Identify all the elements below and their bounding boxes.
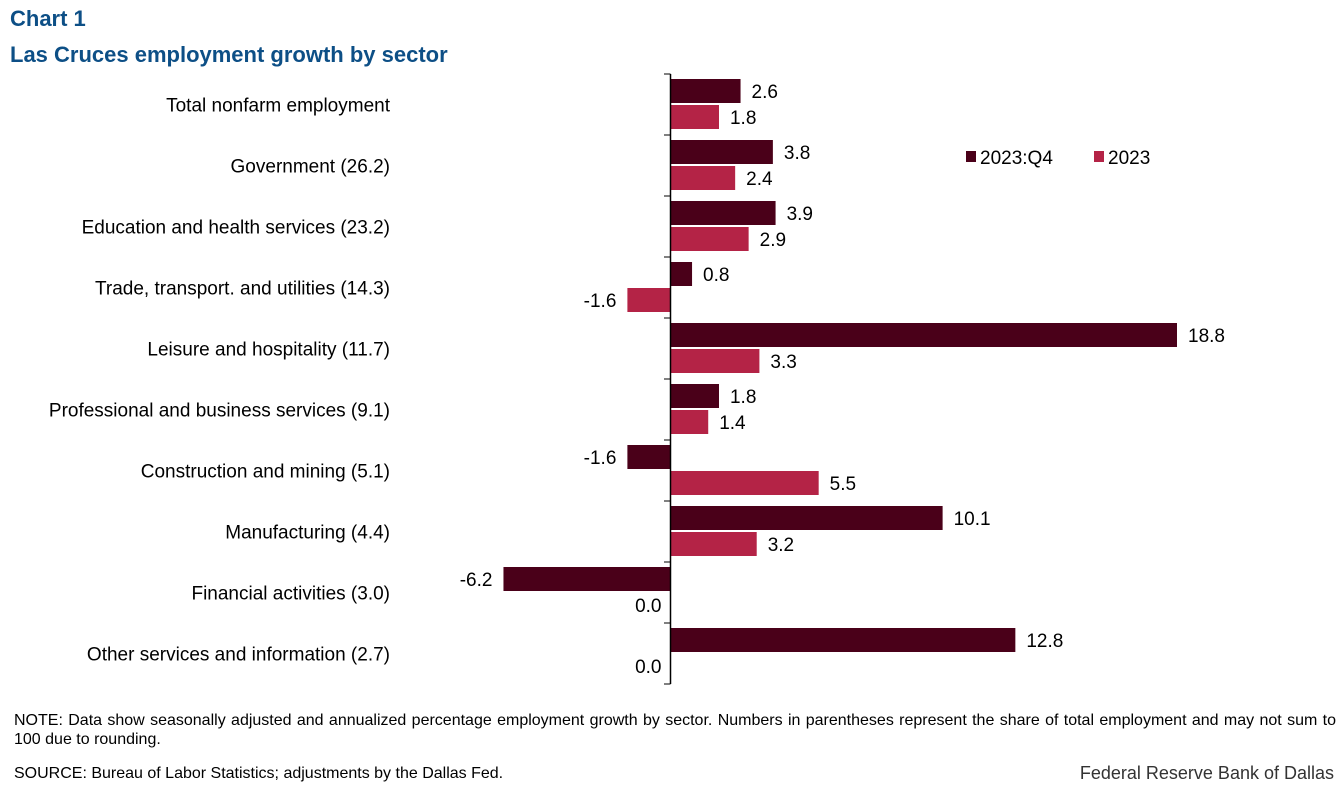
category-label: Other services and information (2.7) (87, 645, 390, 666)
category-label: Financial activities (3.0) (191, 584, 390, 605)
data-label: -6.2 (460, 570, 493, 591)
data-label: 18.8 (1188, 326, 1225, 347)
bar-q4 (670, 140, 773, 164)
data-label: 3.9 (787, 204, 813, 225)
legend-swatch (1094, 151, 1104, 162)
bar-annual (670, 410, 709, 434)
category-label: Trade, transport. and utilities (14.3) (95, 279, 390, 300)
bar-q4 (670, 628, 1016, 652)
bar-q4 (670, 262, 693, 286)
category-label: Manufacturing (4.4) (225, 523, 390, 544)
category-label: Total nonfarm employment (166, 96, 391, 117)
data-label: 0.0 (635, 596, 661, 617)
bar-annual (670, 166, 736, 190)
bar-q4 (670, 79, 741, 103)
publisher-credit: Federal Reserve Bank of Dallas (1079, 763, 1334, 783)
data-label: -1.6 (584, 448, 617, 469)
data-label: -1.6 (584, 291, 617, 312)
data-label: 3.3 (770, 352, 796, 373)
bar-annual (670, 349, 760, 373)
data-label: 0.0 (635, 657, 661, 678)
category-label: Leisure and hospitality (11.7) (147, 340, 390, 361)
data-label: 12.8 (1026, 631, 1063, 652)
data-label: 2.4 (746, 169, 773, 190)
data-label: 5.5 (830, 474, 856, 495)
chart-title: Las Cruces employment growth by sector (10, 42, 448, 67)
bar-q4 (670, 506, 943, 530)
bar-q4 (670, 323, 1177, 347)
bar-chart: Total nonfarm employment 2.6 1.8 Government… (49, 73, 1225, 685)
legend-swatch (966, 151, 976, 162)
chart-note: NOTE: Data show seasonally adjusted and … (14, 712, 1336, 748)
bar-annual (670, 471, 819, 495)
data-label: 1.8 (730, 108, 756, 129)
data-label: 1.4 (719, 413, 746, 434)
bar-q4 (627, 445, 671, 469)
category-label: Construction and mining (5.1) (141, 462, 390, 483)
data-label: 1.8 (730, 387, 756, 408)
bar-q4 (670, 201, 776, 225)
category-label: Professional and business services (9.1) (49, 401, 390, 422)
bar-annual (670, 105, 719, 129)
data-label: 0.8 (703, 265, 729, 286)
bar-annual (670, 532, 757, 556)
data-label: 3.2 (768, 535, 794, 556)
bar-q4 (670, 384, 719, 408)
legend-label: 2023 (1108, 148, 1150, 169)
bar-q4 (503, 567, 671, 591)
bar-annual (627, 288, 671, 312)
category-label: Government (26.2) (231, 157, 390, 178)
category-label: Education and health services (23.2) (82, 218, 390, 239)
bar-annual (670, 227, 749, 251)
data-label: 10.1 (954, 509, 991, 530)
chart-number-label: Chart 1 (10, 6, 86, 31)
data-label: 2.9 (760, 230, 786, 251)
data-label: 3.8 (784, 143, 810, 164)
legend-label: 2023:Q4 (980, 148, 1053, 169)
chart-source: SOURCE: Bureau of Labor Statistics; adju… (14, 765, 504, 782)
data-label: 2.6 (752, 82, 778, 103)
